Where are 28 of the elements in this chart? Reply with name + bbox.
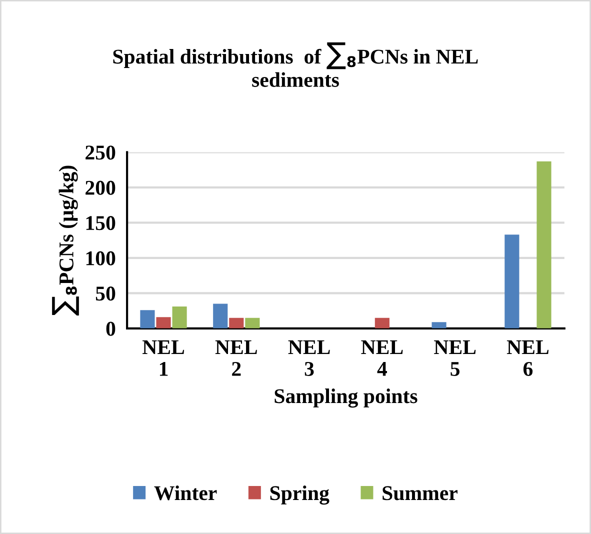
x-tick-label: NEL 6 — [506, 340, 548, 376]
legend-label: Summer — [382, 486, 458, 500]
x-axis-title: Sampling points — [274, 388, 418, 408]
x-tick-label: NEL 5 — [434, 340, 476, 376]
bar — [432, 322, 446, 328]
y-tick-label: 150 — [86, 216, 116, 230]
x-tick-label: NEL 3 — [288, 340, 330, 376]
y-tick-label: 0 — [106, 322, 116, 336]
bar — [156, 317, 171, 328]
bar — [140, 310, 155, 328]
y-tick-label: 200 — [86, 180, 116, 195]
x-tick-label: NEL 2 — [215, 340, 257, 376]
y-axis-title: ∑$_{8}$PCNs (µg/kg) — [52, 166, 79, 316]
bar — [245, 318, 260, 328]
bar — [374, 318, 390, 328]
bar — [504, 234, 520, 328]
bar — [213, 304, 228, 328]
bar — [536, 161, 552, 328]
legend-label: Spring — [270, 486, 330, 505]
y-tick-label: 100 — [86, 251, 116, 266]
chart-title: Spatial distributions of ∑$_{8}$PCNs in NEL sediments — [113, 42, 478, 87]
bar — [229, 318, 244, 328]
y-tick-label: 50 — [96, 286, 116, 301]
legend-label: Winter — [154, 486, 217, 500]
x-tick-label: NEL 4 — [361, 340, 403, 376]
y-tick-label: 250 — [86, 146, 116, 160]
x-tick-label: NEL 1 — [142, 340, 184, 376]
bar — [172, 306, 187, 328]
